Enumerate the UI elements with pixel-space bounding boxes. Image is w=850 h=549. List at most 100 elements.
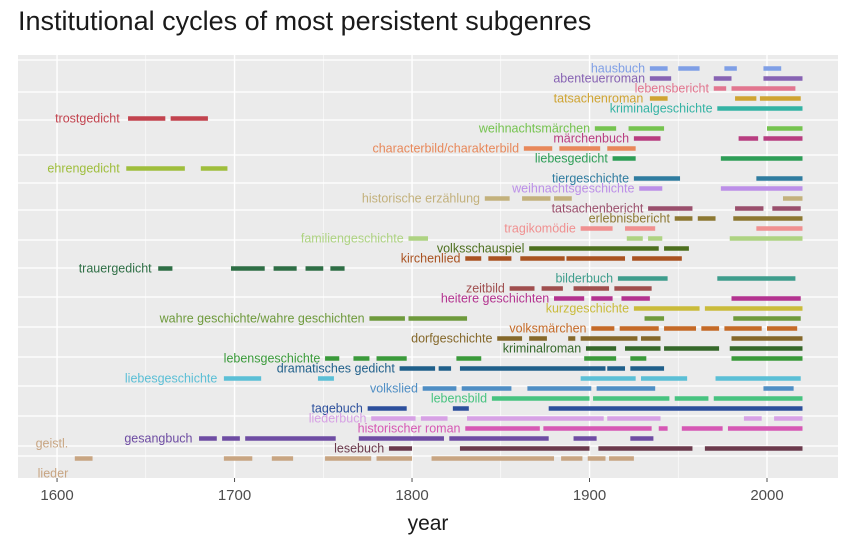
timeline-bar — [158, 266, 173, 271]
timeline-bar — [376, 456, 413, 461]
timeline-bar — [353, 356, 370, 361]
timeline-bar — [717, 106, 803, 111]
timeline-bar — [484, 196, 510, 201]
timeline-bar — [697, 216, 716, 221]
timeline-bar — [388, 446, 413, 451]
genre-label: bilderbuch — [555, 272, 613, 286]
genre-label: erlebnisbericht — [589, 212, 671, 226]
timeline-bar — [200, 166, 228, 171]
timeline-bar — [222, 436, 240, 441]
x-tick-label: 2000 — [750, 487, 783, 504]
timeline-bar — [619, 326, 659, 331]
timeline-bar — [431, 456, 555, 461]
timeline-bar — [223, 456, 253, 461]
genre-label: tragikomödie — [504, 222, 576, 236]
timeline-bar — [399, 366, 436, 371]
genre-label: abenteuerroman — [553, 72, 645, 86]
genre-label: characterbild/charakterbild — [372, 142, 519, 156]
timeline-bar — [367, 406, 407, 411]
timeline-bar — [767, 326, 798, 331]
timeline-bar — [674, 216, 693, 221]
timeline-bar — [245, 436, 336, 441]
timeline-bar — [648, 206, 693, 211]
timeline-bar — [763, 76, 803, 81]
genre-label: tiergeschichte — [552, 172, 629, 186]
timeline-bar — [731, 86, 796, 91]
timeline-bar — [767, 126, 803, 131]
timeline-bar — [729, 236, 803, 241]
x-axis-title: year — [408, 512, 449, 535]
genre-label: volkslied — [370, 382, 418, 396]
timeline-bar — [452, 406, 469, 411]
timeline-bar — [607, 146, 636, 151]
genre-label: lebensbericht — [635, 82, 710, 96]
timeline-bar — [658, 426, 668, 431]
timeline-bar — [358, 436, 444, 441]
timeline-bar — [756, 226, 803, 231]
timeline-bar — [170, 116, 208, 121]
timeline-bar — [422, 386, 457, 391]
timeline-bar — [573, 436, 597, 441]
genre-label: ehrengedicht — [47, 162, 120, 176]
timeline-bar — [126, 166, 185, 171]
timeline-bar — [568, 336, 576, 341]
timeline-bar — [626, 236, 643, 241]
genre-label: liebesgedicht — [535, 152, 608, 166]
timeline-bar — [630, 436, 654, 441]
timeline-bar — [509, 286, 535, 291]
genre-label: liederbuch — [309, 412, 367, 426]
timeline-bar — [325, 456, 372, 461]
genre-label: kriminalgeschichte — [610, 102, 713, 116]
timeline-bar — [743, 416, 762, 421]
timeline-bar — [527, 386, 592, 391]
timeline-bar — [573, 286, 610, 291]
timeline-bar — [594, 126, 617, 131]
genre-label: tatsachenbericht — [552, 202, 644, 216]
genre-label: historischer roman — [358, 422, 461, 436]
timeline-bar — [497, 336, 523, 341]
timeline-bar — [628, 126, 665, 131]
genre-label: lebensgeschichte — [224, 352, 321, 366]
timeline-bar — [438, 366, 452, 371]
genre-label: historische erzählung — [362, 192, 480, 206]
timeline-bar — [561, 456, 583, 461]
timeline-bar — [729, 346, 803, 351]
timeline-bar — [649, 76, 672, 81]
timeline-bar — [763, 66, 782, 71]
timeline-bar — [612, 156, 636, 161]
timeline-bar — [731, 356, 803, 361]
x-axis-ticks: 1600 1700 1800 1900 2000 — [40, 478, 784, 504]
genre-label: gesangbuch — [124, 432, 192, 446]
timeline-bar — [720, 156, 803, 161]
genre-label: kirchenlied — [401, 252, 461, 266]
timeline-bar — [664, 246, 689, 251]
timeline-bar — [782, 196, 803, 201]
timeline-bar — [74, 456, 93, 461]
timeline-bar — [720, 186, 803, 191]
timeline-bar — [580, 226, 613, 231]
genre-label: trostgedicht — [55, 112, 120, 126]
timeline-bar — [230, 266, 265, 271]
timeline-bar — [731, 336, 803, 341]
chart-title: Institutional cycles of most persistent … — [18, 6, 592, 36]
timeline-bar — [681, 426, 723, 431]
timeline-bars — [74, 66, 803, 461]
timeline-bar — [733, 216, 803, 221]
genre-label: volksmärchen — [509, 322, 586, 336]
genre-label: weihnachtsgeschichte — [511, 182, 634, 196]
timeline-bar — [609, 456, 634, 461]
timeline-bar — [648, 236, 663, 241]
timeline-bar — [731, 296, 801, 301]
timeline-bar — [763, 136, 803, 141]
timeline-bar — [273, 266, 297, 271]
timeline-bar — [724, 66, 737, 71]
genre-label: kriminalroman — [503, 342, 582, 356]
timeline-bar — [371, 416, 416, 421]
timeline-bar — [325, 356, 340, 361]
timeline-bar — [717, 276, 796, 281]
genre-labels: hausbuchabenteuerromanlebensberichttatsa… — [36, 62, 713, 481]
timeline-bar — [522, 196, 551, 201]
x-tick-label: 1700 — [218, 487, 251, 504]
timeline-bar — [596, 386, 656, 391]
timeline-bar — [649, 96, 668, 101]
